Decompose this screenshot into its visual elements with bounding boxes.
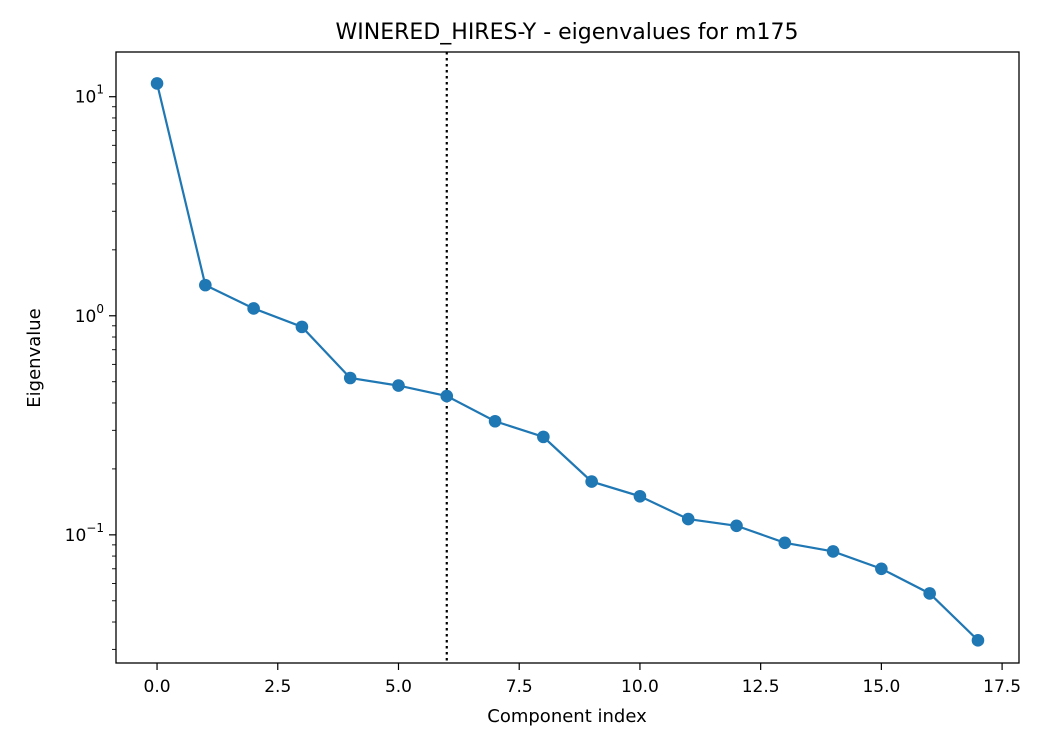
plot-frame: [115, 51, 1020, 664]
data-point: [440, 389, 454, 403]
x-tick-label: 7.5: [506, 677, 533, 697]
series-line: [155, 83, 979, 642]
data-point: [730, 519, 743, 533]
data-point: [923, 587, 936, 600]
data-point: [971, 634, 985, 647]
x-tick-label: 10.0: [621, 677, 659, 697]
x-axis: 0.0 2.5 5.0 7.5 10.0 12.5 15.0 17.5: [144, 663, 1021, 697]
data-point: [633, 489, 647, 503]
x-tick-label: 0.0: [144, 677, 171, 697]
x-tick-label: 2.5: [264, 677, 291, 697]
x-tick-label: 17.5: [983, 677, 1021, 697]
y-tick-label: 101: [75, 83, 104, 108]
data-point: [875, 562, 888, 576]
data-point: [488, 414, 502, 428]
data-point: [295, 320, 309, 334]
x-tick-label: 5.0: [385, 677, 412, 697]
plot-area: [150, 52, 985, 663]
data-point: [585, 475, 598, 488]
data-point: [150, 77, 164, 90]
y-tick-label: 100: [75, 302, 104, 327]
data-point: [681, 512, 695, 526]
y-tick-label: 10−1: [65, 521, 104, 546]
x-tick-label: 12.5: [742, 677, 780, 697]
data-point: [778, 536, 792, 550]
data-point: [392, 379, 405, 392]
data-point: [199, 278, 212, 292]
data-point: [343, 371, 357, 385]
data-point: [537, 430, 550, 444]
data-point: [826, 545, 840, 558]
chart-title: WINERED_HIRES-Y - eigenvalues for m175: [336, 20, 799, 45]
y-axis: 101 100 10−1: [65, 83, 116, 650]
x-axis-label: Component index: [487, 706, 647, 727]
x-tick-label: 15.0: [862, 677, 900, 697]
y-axis-label: Eigenvalue: [24, 308, 45, 407]
data-point: [247, 302, 260, 315]
